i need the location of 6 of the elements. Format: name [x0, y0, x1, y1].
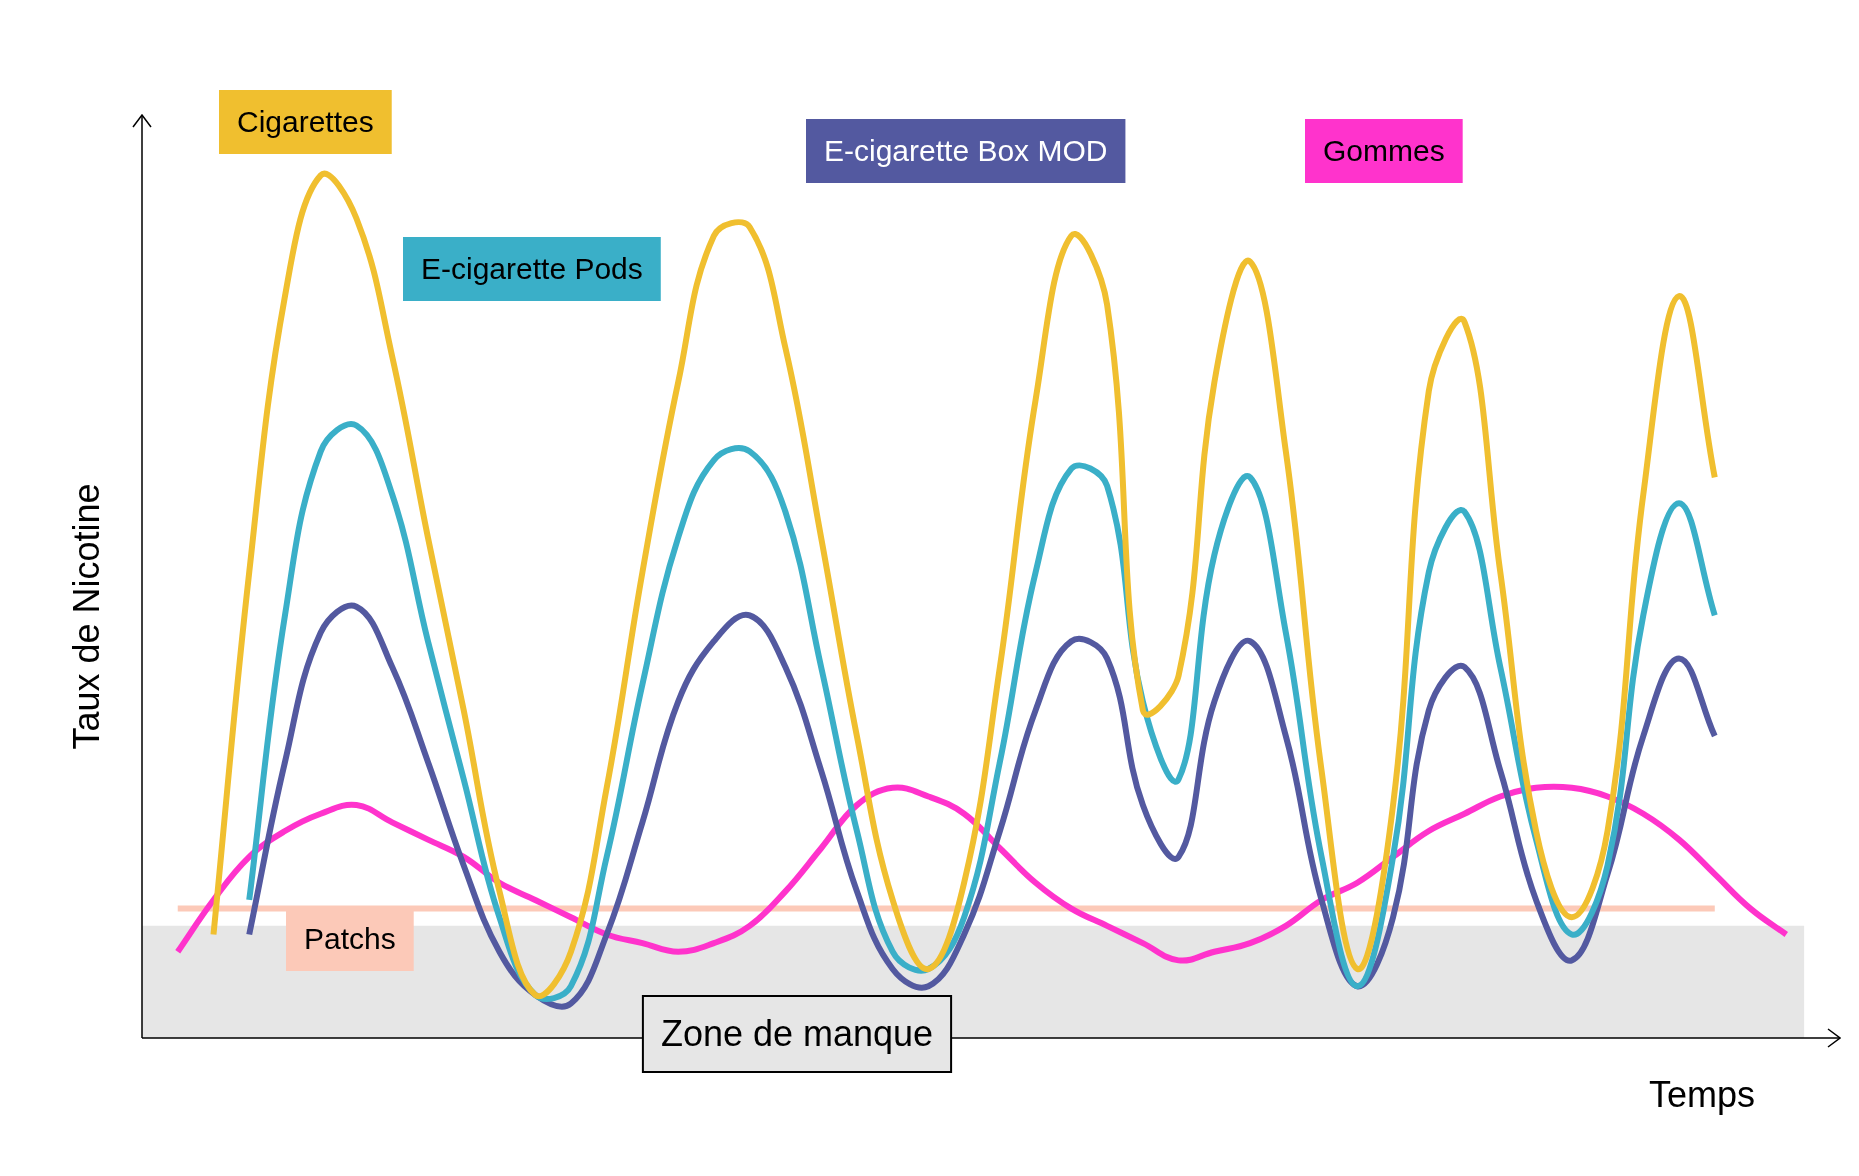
text: Gommes: [1323, 134, 1445, 168]
x-axis-title: Temps: [1648, 1073, 1756, 1115]
y-axis-title: Taux de Nicotine: [65, 483, 107, 750]
text: E-cigarette Box MOD: [824, 134, 1108, 168]
band-label: Zone de manque: [660, 1012, 934, 1054]
series-label: Cigarettes: [237, 105, 374, 139]
